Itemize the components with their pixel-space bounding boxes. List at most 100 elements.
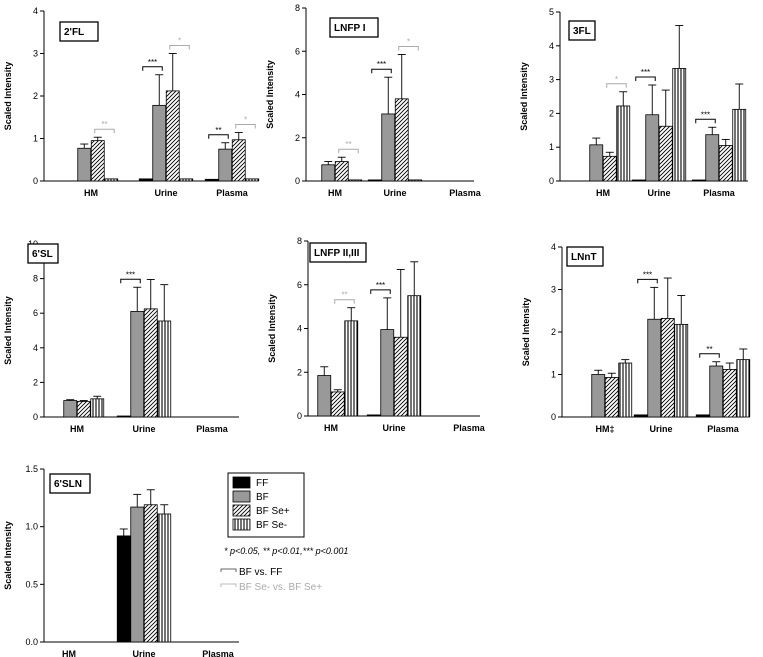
- bar: [691, 179, 706, 182]
- y-tick-label: 1.0: [25, 522, 38, 532]
- bar: [143, 504, 158, 643]
- significance-bracket: [371, 68, 392, 74]
- y-tick-label: 1: [551, 370, 556, 380]
- y-tick-label: 3: [33, 49, 38, 59]
- bar: [116, 415, 131, 418]
- bar: [658, 125, 673, 182]
- chart-title: LNFP II,III: [314, 248, 360, 259]
- significance-label: ***: [376, 281, 385, 290]
- y-tick-label: 4: [297, 324, 302, 334]
- bracket-legend-dark-label: BF vs. FF: [239, 567, 282, 578]
- y-tick-label: 0: [33, 176, 38, 186]
- y-axis-label: Scaled Intensity: [521, 298, 531, 367]
- bar: [381, 113, 396, 182]
- significance-bracket: [370, 289, 391, 294]
- y-tick-label: 8: [33, 274, 38, 284]
- x-category-label: Plasma: [202, 649, 235, 657]
- x-category-label: HM: [328, 188, 342, 198]
- chart-title-box: [309, 242, 367, 263]
- y-tick-label: 6: [33, 308, 38, 318]
- bar: [76, 401, 91, 418]
- bar: [321, 164, 336, 182]
- bar: [366, 414, 381, 417]
- chart-panel: 0 1 2 3 4 Scaled Intensity LNnT HM‡ Urine Plasma *…: [521, 242, 751, 434]
- significance-bracket: [398, 45, 419, 51]
- y-axis-label: Scaled Intensity: [265, 60, 275, 129]
- x-category-label: Plasma: [707, 424, 740, 434]
- x-category-label: Plasma: [449, 188, 482, 198]
- significance-label: ***: [126, 270, 135, 279]
- significance-bracket: [606, 83, 627, 88]
- significance-label: *: [244, 116, 247, 125]
- bar: [722, 369, 737, 418]
- x-category-label: Urine: [383, 188, 406, 198]
- bar: [602, 155, 617, 182]
- y-axis-label: Scaled Intensity: [519, 62, 529, 131]
- significance-label: ***: [643, 270, 652, 279]
- chart-title: 6'SLN: [54, 479, 82, 490]
- bar: [63, 400, 78, 418]
- bar: [705, 134, 720, 182]
- x-category-label: Urine: [649, 424, 672, 434]
- significance-bracket: [695, 118, 716, 124]
- bar: [317, 375, 332, 417]
- significance-label: **: [101, 120, 107, 129]
- bar: [90, 140, 105, 182]
- chart-panel: 0 2 4 6 8 Scaled Intensity LNFP II,III HM Urine P…: [267, 236, 486, 433]
- y-tick-label: 2: [295, 133, 300, 143]
- significance-label: **: [215, 126, 221, 135]
- bar: [394, 98, 409, 182]
- legend-label-ff: FF: [256, 478, 268, 489]
- y-axis-label: Scaled Intensity: [3, 62, 13, 131]
- x-category-label: HM: [596, 188, 610, 198]
- x-category-label: HM: [62, 649, 76, 657]
- x-category-label: HM: [324, 423, 338, 433]
- significance-bracket: [208, 134, 229, 139]
- significance-label: ***: [641, 68, 650, 77]
- significance-bracket: [334, 299, 355, 304]
- bar: [157, 513, 172, 643]
- significance-bracket: [338, 148, 359, 154]
- y-tick-label: 2: [33, 91, 38, 101]
- y-tick-label: 4: [295, 90, 300, 100]
- x-category-label: Plasma: [196, 424, 229, 434]
- y-tick-label: 4: [33, 343, 38, 353]
- significance-label: **: [341, 291, 347, 300]
- x-category-label: HM‡: [595, 424, 614, 434]
- chart-title: 3FL: [573, 26, 591, 37]
- y-tick-label: 4: [33, 6, 38, 16]
- y-tick-label: 0: [295, 176, 300, 186]
- y-axis-label: Scaled Intensity: [3, 521, 13, 590]
- legend-label-bf-se-plus: BF Se+: [256, 506, 290, 517]
- legend-swatch-bf: [232, 490, 251, 503]
- y-tick-label: 2: [551, 327, 556, 337]
- bar: [179, 178, 194, 182]
- bar: [718, 145, 733, 182]
- bar: [645, 114, 660, 182]
- significance-bracket: [699, 353, 720, 358]
- y-tick-label: 6: [297, 280, 302, 290]
- bar: [130, 311, 145, 418]
- bar: [348, 179, 363, 182]
- bar: [218, 148, 233, 182]
- x-category-label: Urine: [132, 649, 155, 657]
- bar: [116, 535, 131, 643]
- x-category-label: Urine: [647, 188, 670, 198]
- chart-title-box: [59, 21, 99, 42]
- bar: [152, 104, 167, 182]
- x-category-label: Plasma: [453, 423, 486, 433]
- y-tick-label: 0: [297, 411, 302, 421]
- bar: [393, 336, 408, 417]
- bar: [138, 178, 153, 182]
- bracket-legend-light-icon: [220, 583, 237, 587]
- bar: [330, 391, 345, 417]
- x-category-label: HM: [84, 188, 98, 198]
- bar: [367, 179, 382, 182]
- bar: [77, 147, 92, 182]
- legend-label-bf: BF: [256, 492, 269, 503]
- bar: [407, 295, 422, 417]
- chart-title-box: [27, 243, 59, 264]
- significance-bracket: [635, 76, 656, 82]
